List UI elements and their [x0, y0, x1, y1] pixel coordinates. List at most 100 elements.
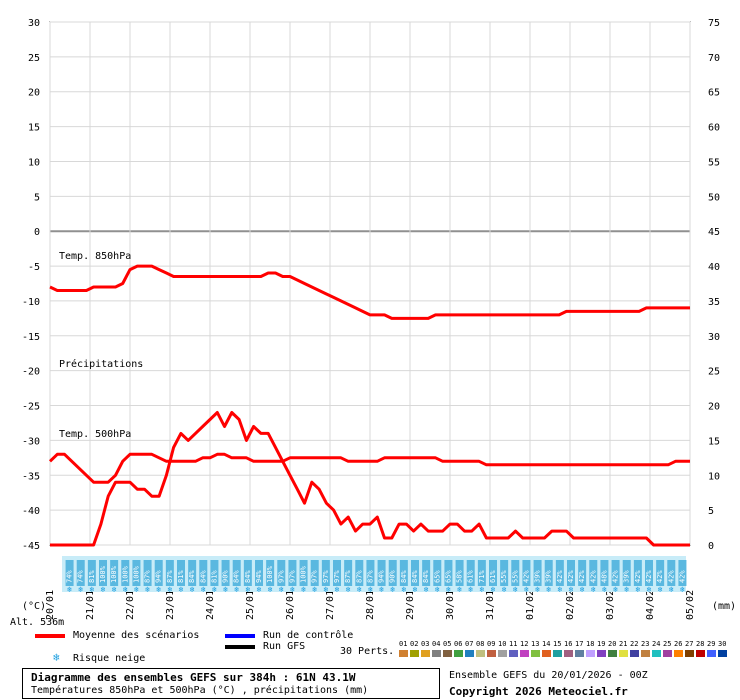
snow-risk-value: 100%: [99, 565, 107, 583]
pert-number: 23: [641, 640, 650, 648]
snow-risk-bar: [489, 560, 497, 586]
pert-number: 22: [630, 640, 639, 648]
snow-risk-value: 42%: [589, 570, 597, 583]
snowflake-icon: ❄: [647, 585, 652, 594]
snow-risk-value: 42%: [634, 570, 642, 583]
legend-mean-swatch: [35, 634, 65, 638]
snow-risk-value: 42%: [667, 570, 675, 583]
snowflake-icon: ❄: [457, 585, 462, 594]
snowflake-icon: ❄: [346, 585, 351, 594]
snow-risk-bar: [455, 560, 464, 586]
snow-risk-value: 84%: [244, 570, 252, 583]
left-tick-label: 25: [28, 53, 40, 64]
pert-color-swatch: [520, 650, 529, 657]
snow-risk-bar: [266, 560, 275, 586]
snowflake-icon: ❄: [401, 585, 406, 594]
right-tick-label: 10: [708, 471, 720, 482]
snowflake-icon: ❄: [635, 585, 640, 594]
snow-risk-bar: [65, 560, 74, 586]
pert-number: 13: [531, 640, 540, 648]
snowflake-icon: ❄: [390, 585, 395, 594]
footer-run: Ensemble GEFS du 20/01/2026 - 00Z: [449, 670, 648, 681]
x-tick-label: 31/01: [485, 590, 496, 620]
right-tick-label: 15: [708, 436, 720, 447]
snowflake-icon: ❄: [257, 585, 262, 594]
snow-risk-bar: [277, 560, 286, 586]
snowflake-icon: ❄: [569, 585, 574, 594]
snowflake-icon: ❄: [435, 585, 440, 594]
pert-color-swatch: [498, 650, 507, 657]
snowflake-icon: ❄: [602, 585, 607, 594]
snow-risk-value: 90%: [222, 570, 230, 583]
snowflake-icon: ❄: [78, 585, 83, 594]
pert-color-swatch: [465, 650, 474, 657]
snow-risk-bar: [288, 560, 297, 586]
pert-number: 24: [652, 640, 661, 648]
pert-color-swatch: [487, 650, 496, 657]
snow-risk-bar: [188, 560, 197, 586]
pert-color-swatch: [443, 650, 452, 657]
pert-number: 18: [586, 640, 595, 648]
snow-risk-value: 87%: [144, 570, 152, 583]
snow-risk-value: 81%: [88, 570, 96, 583]
snow-risk-value: 100%: [300, 565, 308, 583]
snow-risk-value: 100%: [121, 565, 129, 583]
snow-risk-value: 48%: [600, 570, 608, 583]
snow-risk-value: 39%: [623, 570, 631, 583]
snowflake-icon: ❄: [535, 585, 540, 594]
snow-risk-bar: [667, 560, 676, 586]
snowflake-icon: ❄: [557, 585, 562, 594]
snow-risk-bar: [377, 560, 386, 586]
snow-risk-value: 87%: [344, 570, 352, 583]
snow-risk-value: 42%: [645, 570, 653, 583]
pert-color-swatch: [641, 650, 650, 657]
snowflake-icon: ❄: [234, 585, 239, 594]
snow-risk-bar: [500, 560, 509, 586]
pert-number: 09: [487, 640, 496, 648]
snow-risk-bar: [678, 560, 687, 586]
pert-number: 29: [707, 640, 716, 648]
snow-risk-bar: [232, 560, 241, 586]
snowflake-icon: ❄: [112, 585, 117, 594]
snow-risk-value: 84%: [400, 570, 408, 583]
left-tick-label: -30: [22, 436, 40, 447]
pert-number: 03: [421, 640, 430, 648]
snow-risk-bar: [433, 560, 442, 586]
snow-risk-value: 94%: [155, 570, 163, 583]
pert-number: 06: [454, 640, 463, 648]
pert-number: 16: [564, 640, 573, 648]
snowflake-icon: ❄: [624, 585, 629, 594]
pert-color-swatch: [575, 650, 584, 657]
snow-risk-bar: [600, 560, 609, 586]
pert-number: 21: [619, 640, 628, 648]
snow-risk-bar: [511, 560, 520, 586]
snow-risk-value: 94%: [378, 570, 386, 583]
x-tick-label: 23/01: [165, 590, 176, 620]
x-tick-label: 22/01: [125, 590, 136, 620]
pert-color-swatch: [696, 650, 705, 657]
snowflake-icon: ❄: [268, 585, 273, 594]
snow-risk-value: 42%: [567, 570, 575, 583]
pert-number: 27: [685, 640, 694, 648]
right-tick-label: 5: [708, 506, 714, 517]
snowflake-icon: ❄: [658, 585, 663, 594]
left-tick-label: -25: [22, 402, 40, 413]
snow-risk-value: 100%: [266, 565, 274, 583]
pert-color-swatch: [564, 650, 573, 657]
left-tick-label: 30: [28, 18, 40, 29]
x-tick-label: 27/01: [325, 590, 336, 620]
left-tick-label: -20: [22, 367, 40, 378]
snow-risk-bar: [399, 560, 408, 586]
snow-risk-value: 61%: [489, 570, 497, 583]
pert-color-swatch: [421, 650, 430, 657]
snowflake-icon: ❄: [413, 585, 418, 594]
snowflake-icon: ❄: [680, 585, 685, 594]
snow-risk-value: 61%: [467, 570, 475, 583]
pert-number: 01: [399, 640, 408, 648]
pert-number: 30: [718, 640, 727, 648]
snowflake-icon: ❄: [546, 585, 551, 594]
pert-number: 02: [410, 640, 419, 648]
snow-risk-value: 97%: [288, 570, 296, 583]
pert-color-swatch: [652, 650, 661, 657]
pert-number: 14: [542, 640, 551, 648]
